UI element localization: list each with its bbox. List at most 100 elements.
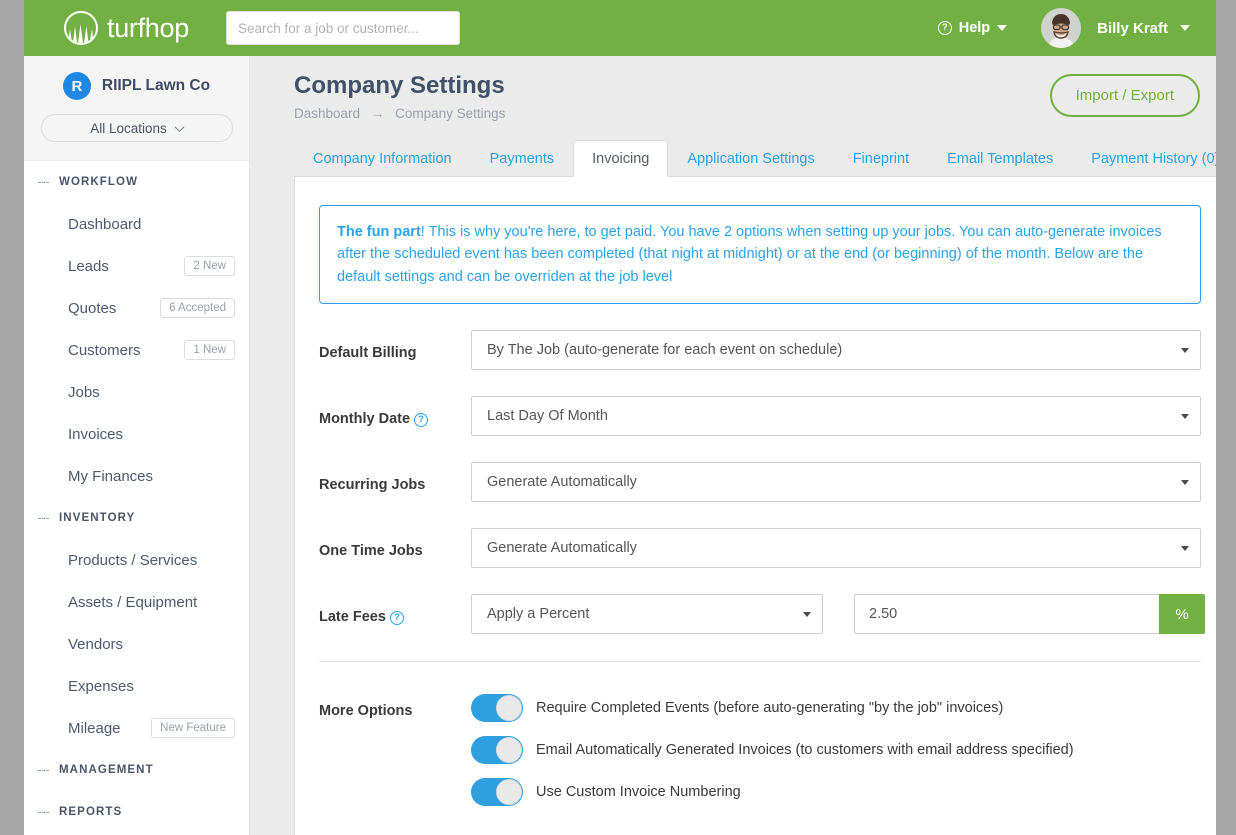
tab-payments[interactable]: Payments <box>489 151 555 167</box>
sidebar-section-label: INVENTORY <box>59 512 136 524</box>
breadcrumb-dashboard[interactable]: Dashboard <box>294 106 361 121</box>
tab-invoicing[interactable]: Invoicing <box>573 140 669 177</box>
help-icon[interactable]: ? <box>389 611 404 626</box>
recurring-jobs-value: Generate Automatically <box>487 474 637 491</box>
more-options-label: More Options <box>319 703 413 720</box>
tab-company-information[interactable]: Company Information <box>313 151 452 167</box>
sidebar-item-badge: 6 Accepted <box>160 298 235 318</box>
turfhop-grass-icon <box>64 11 98 45</box>
tab-payment-history-0[interactable]: Payment History (0) <box>1091 151 1216 167</box>
sidebar-item-assets-equipment[interactable]: Assets / Equipment <box>24 581 249 623</box>
tab-email-templates[interactable]: Email Templates <box>947 151 1054 167</box>
sidebar-item-products-services[interactable]: Products / Services <box>24 539 249 581</box>
field-recurring-jobs: Recurring Jobs Generate Automatically <box>319 462 1201 503</box>
sidebar-item-vendors[interactable]: Vendors <box>24 623 249 665</box>
default-billing-select[interactable]: By The Job (auto-generate for each event… <box>471 330 1201 371</box>
late-fees-mode-value: Apply a Percent <box>487 606 590 623</box>
monthly-date-select[interactable]: Last Day Of Month <box>471 396 1201 437</box>
sidebar-section-inventory: INVENTORY <box>24 497 249 539</box>
toggle-switch-0[interactable] <box>471 694 523 723</box>
field-late-fees: Late Fees? Apply a Percent % <box>319 594 1205 635</box>
user-chevron-down-icon[interactable] <box>1180 25 1190 31</box>
search-input[interactable] <box>237 20 448 36</box>
late-fees-amount-group: % <box>854 594 1205 635</box>
sidebar-item-label: My Finances <box>68 467 154 485</box>
recurring-jobs-select[interactable]: Generate Automatically <box>471 462 1201 503</box>
sidebar-item-mileage[interactable]: Mileage New Feature <box>24 707 249 749</box>
top-navigation-bar: turfhop ? Help <box>24 0 1216 56</box>
tab-fineprint[interactable]: Fineprint <box>852 151 910 167</box>
info-banner-lead: The fun part <box>337 224 421 240</box>
sidebar-item-invoices[interactable]: Invoices <box>24 413 249 455</box>
dashes-icon <box>38 517 49 519</box>
tab-application-settings[interactable]: Application Settings <box>687 151 815 167</box>
monthly-date-value: Last Day Of Month <box>487 408 608 425</box>
sidebar-item-dashboard[interactable]: Dashboard <box>24 203 249 245</box>
toggle-knob <box>496 779 522 806</box>
late-fees-label-text: Late Fees <box>319 609 386 626</box>
toggle-row: Email Automatically Generated Invoices (… <box>471 736 1074 765</box>
invoicing-panel: The fun part! This is why you're here, t… <box>294 177 1216 835</box>
late-fees-mode-select[interactable]: Apply a Percent <box>471 594 823 635</box>
one-time-jobs-select[interactable]: Generate Automatically <box>471 528 1201 569</box>
sidebar-item-jobs[interactable]: Jobs <box>24 371 249 413</box>
monthly-date-label-text: Monthly Date <box>319 411 411 428</box>
more-options-toggles: Require Completed Events (before auto-ge… <box>471 688 1074 820</box>
help-menu[interactable]: ? Help <box>937 20 1008 36</box>
location-selector[interactable]: All Locations <box>40 114 233 142</box>
default-billing-label: Default Billing <box>319 345 417 362</box>
field-more-options: More Options Require Completed Events (b… <box>319 688 1201 820</box>
sidebar-item-my-finances[interactable]: My Finances <box>24 455 249 497</box>
toggle-knob <box>496 695 522 722</box>
sidebar-section-workflow: WORKFLOW <box>24 161 249 203</box>
top-bar-right: ? Help Billy Kraft <box>937 8 1190 48</box>
sidebar-item-label: Expenses <box>68 677 134 695</box>
organization-row[interactable]: R RIIPL Lawn Co <box>24 72 249 100</box>
sidebar: R RIIPL Lawn Co All Locations WORKFLOW Da… <box>24 56 250 835</box>
sidebar-item-leads[interactable]: Leads 2 New <box>24 245 249 287</box>
toggle-label: Use Custom Invoice Numbering <box>536 784 741 801</box>
toggle-row: Require Completed Events (before auto-ge… <box>471 694 1074 723</box>
sidebar-item-label: Dashboard <box>68 215 142 233</box>
import-export-button[interactable]: Import / Export <box>1049 74 1200 117</box>
late-fees-controls: Apply a Percent % <box>471 594 1205 635</box>
info-banner: The fun part! This is why you're here, t… <box>319 205 1201 305</box>
sidebar-item-expenses[interactable]: Expenses <box>24 665 249 707</box>
sidebar-item-label: Vendors <box>68 635 124 653</box>
avatar[interactable] <box>1041 8 1082 48</box>
app-window: turfhop ? Help <box>24 0 1216 835</box>
brand-name: turfhop <box>107 12 189 43</box>
question-mark-icon: ? <box>937 21 952 35</box>
field-one-time-jobs: One Time Jobs Generate Automatically <box>319 528 1201 569</box>
user-name[interactable]: Billy Kraft <box>1097 19 1168 37</box>
settings-tabs: Company Information Payments Invoicing Appl… <box>294 140 1216 177</box>
late-fees-amount-input[interactable] <box>854 594 1159 635</box>
sidebar-item-label: Quotes <box>68 299 117 317</box>
sidebar-item-customers[interactable]: Customers 1 New <box>24 329 249 371</box>
organization-block: R RIIPL Lawn Co All Locations <box>24 56 249 161</box>
one-time-jobs-value: Generate Automatically <box>487 540 637 557</box>
toggle-switch-1[interactable] <box>471 736 523 765</box>
main-content: Company Settings Dashboard → Company Set… <box>250 56 1216 835</box>
sidebar-section-label: WORKFLOW <box>59 176 139 188</box>
percent-icon: % <box>1159 594 1205 635</box>
sidebar-item-badge: 2 New <box>184 256 235 276</box>
sidebar-section-reports: REPORTS <box>24 791 249 833</box>
sidebar-section-management: MANAGEMENT <box>24 749 249 791</box>
global-search[interactable] <box>225 11 460 45</box>
brand-logo[interactable]: turfhop <box>64 11 189 45</box>
late-fees-label: Late Fees? <box>319 594 471 628</box>
help-icon[interactable]: ? <box>414 413 429 428</box>
toggle-switch-2[interactable] <box>471 778 523 807</box>
organization-avatar: R <box>62 72 91 100</box>
breadcrumb-arrow-icon: → <box>370 106 385 121</box>
one-time-jobs-label: One Time Jobs <box>319 543 423 560</box>
organization-name: RIIPL Lawn Co <box>101 77 211 94</box>
sidebar-item-label: Products / Services <box>68 551 198 569</box>
dashes-icon <box>38 181 49 183</box>
page-title: Company Settings <box>294 72 505 99</box>
help-label: Help <box>958 20 991 36</box>
field-monthly-date: Monthly Date? Last Day Of Month <box>319 396 1201 437</box>
sidebar-item-quotes[interactable]: Quotes 6 Accepted <box>24 287 249 329</box>
chevron-down-icon <box>997 25 1008 31</box>
